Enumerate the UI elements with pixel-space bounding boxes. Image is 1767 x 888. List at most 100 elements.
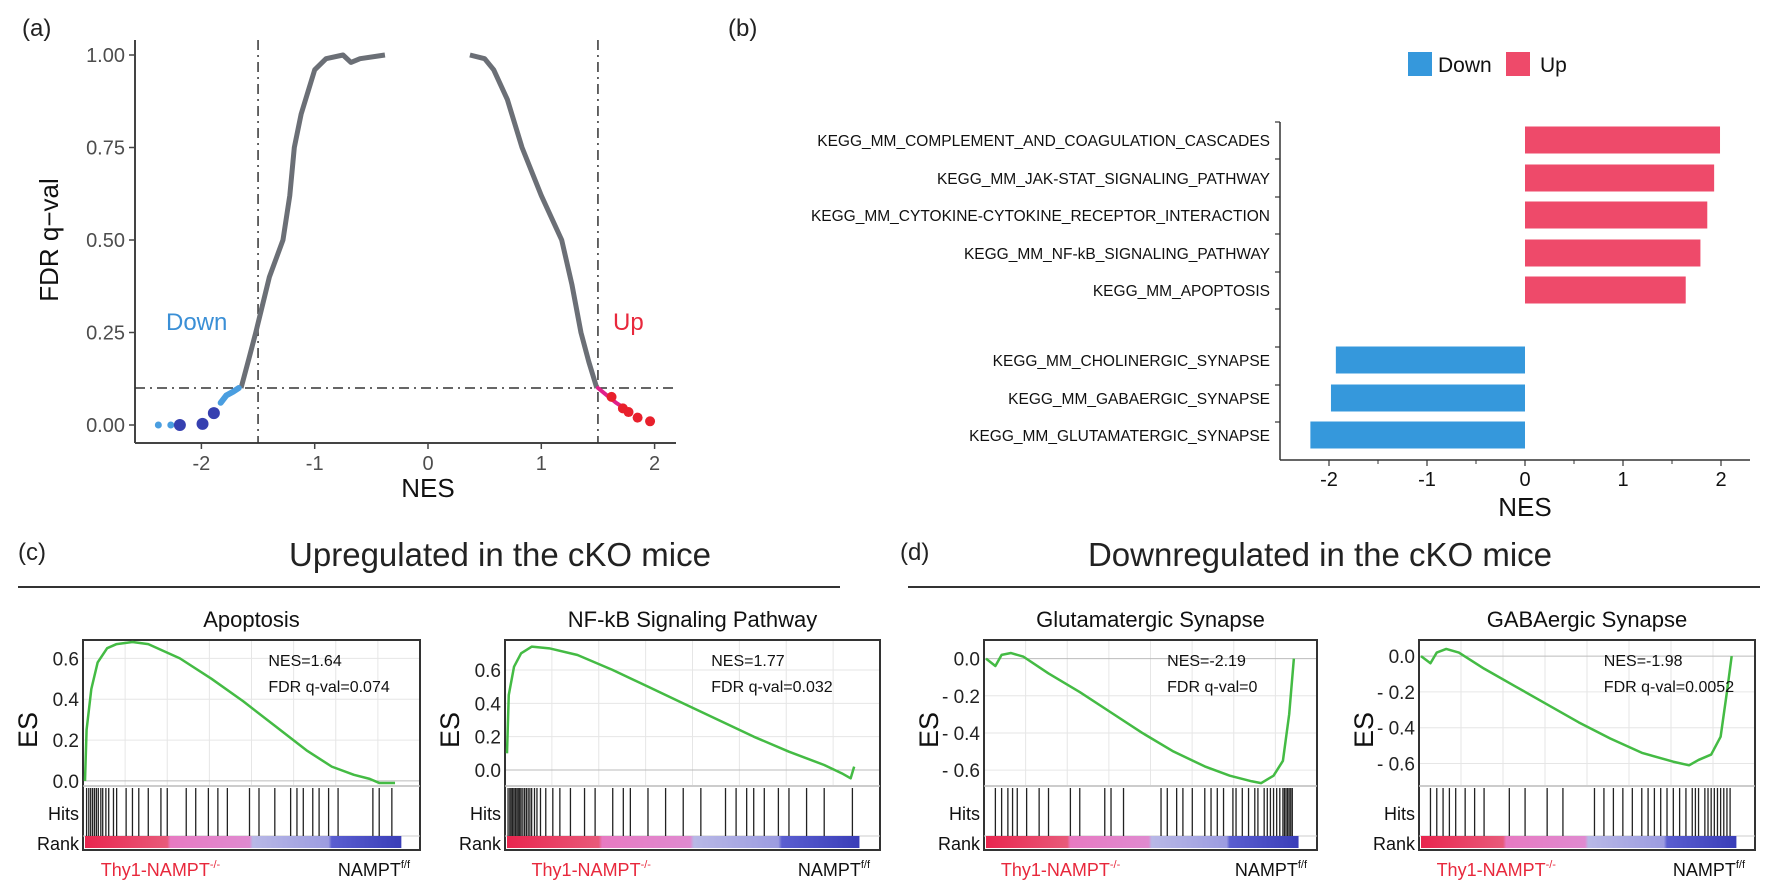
down-point xyxy=(196,417,209,430)
group-label-control-sup: f/f xyxy=(861,859,871,871)
group-label-knockout-text: Thy1-NAMPT xyxy=(1001,860,1110,880)
nes-bar-chart: KEGG_MM_COMPLEMENT_AND_COAGULATION_CASCA… xyxy=(811,52,1750,522)
down-point xyxy=(173,419,186,431)
es-curve xyxy=(505,645,856,780)
group-label-control-sup: f/f xyxy=(1736,859,1746,871)
rank-label: Rank xyxy=(938,834,981,854)
gsea-plot-c2: 0.0 0.2 0.4 0.6 NF-kB Signaling Pathway ES Hit… xyxy=(435,607,881,880)
y-tick-label: 0.6 xyxy=(53,649,79,670)
es-axis-label: ES xyxy=(1349,712,1379,748)
plot-title: NF-kB Signaling Pathway xyxy=(568,607,817,632)
legend-swatch-up xyxy=(1506,52,1530,76)
panel-label-a: (a) xyxy=(22,15,51,42)
y-tick-label: - 0.4 xyxy=(1377,719,1415,740)
plot-title: Glutamatergic Synapse xyxy=(1036,607,1265,632)
es-axis-label: ES xyxy=(914,712,944,748)
legend-label-up: Up xyxy=(1540,54,1567,77)
category-label: KEGG_MM_CYTOKINE-CYTOKINE_RECEPTOR_INTER… xyxy=(811,208,1270,225)
y-tick-label: 0.2 xyxy=(53,731,79,752)
y-tick-label: 1.00 xyxy=(86,45,125,67)
down-point xyxy=(154,421,162,429)
bar xyxy=(1525,239,1701,267)
y-tick-label: - 0.6 xyxy=(1377,755,1415,776)
legend-swatch-down xyxy=(1408,52,1432,76)
up-point xyxy=(606,391,617,402)
category-label: KEGG_MM_APOPTOSIS xyxy=(1093,283,1270,300)
group-label-knockout-sup: -/- xyxy=(210,859,221,871)
es-axis-label: ES xyxy=(13,712,43,748)
hits-label: Hits xyxy=(48,804,79,824)
hits-label: Hits xyxy=(470,804,501,824)
bar xyxy=(1525,126,1721,154)
panel-label-d: (d) xyxy=(900,539,929,566)
plot-frame xyxy=(1418,639,1756,851)
nes-value: NES=-2.19 xyxy=(1167,653,1246,670)
x-axis-title: NES xyxy=(401,473,454,503)
bar xyxy=(1310,421,1525,449)
nes-value: NES=1.77 xyxy=(711,653,784,670)
y-tick-label: 0.0 xyxy=(475,761,501,782)
group-label-control-text: NAMPT xyxy=(1235,860,1298,880)
nes-value: NES=1.64 xyxy=(268,653,341,670)
fdr-value: FDR q-val=0.074 xyxy=(268,679,389,696)
bar xyxy=(1330,384,1525,412)
y-tick-label: 0.25 xyxy=(86,323,125,345)
category-label: KEGG_MM_GLUTAMATERGIC_SYNAPSE xyxy=(969,428,1270,445)
plot-title: GABAergic Synapse xyxy=(1487,607,1688,632)
group-label-control: NAMPTf/f xyxy=(1673,859,1746,880)
y-axis-title: FDR q−val xyxy=(34,178,64,302)
down-annotation: Down xyxy=(166,309,227,336)
volcano-chart: 0.00 0.25 0.50 0.75 1.00 -2 -1 0 1 2 NES FDR q−val D… xyxy=(34,40,676,503)
y-tick-label: 0.0 xyxy=(53,772,79,793)
rank-label: Rank xyxy=(459,834,502,854)
group-label-control: NAMPTf/f xyxy=(798,859,871,880)
x-tick-label: 0 xyxy=(1519,469,1530,491)
down-point xyxy=(207,407,220,420)
bar xyxy=(1335,346,1525,374)
section-title-c: Upregulated in the cKO mice xyxy=(289,536,711,573)
down-significant-line xyxy=(217,385,242,406)
nonsignificant-curve-right xyxy=(469,52,600,389)
up-annotation: Up xyxy=(613,309,644,336)
group-label-control-text: NAMPT xyxy=(798,860,861,880)
rank-label: Rank xyxy=(1373,834,1416,854)
category-label: KEGG_MM_CHOLINERGIC_SYNAPSE xyxy=(993,353,1270,370)
group-label-knockout: Thy1-NAMPT-/- xyxy=(1437,859,1557,880)
group-label-knockout-text: Thy1-NAMPT xyxy=(532,860,641,880)
group-label-knockout-sup: -/- xyxy=(1110,859,1121,871)
y-tick-label: - 0.6 xyxy=(942,761,980,782)
plot-frame xyxy=(983,639,1318,851)
x-tick-label: 2 xyxy=(649,453,660,475)
legend-label-down: Down xyxy=(1438,54,1492,77)
hits-label: Hits xyxy=(949,804,980,824)
group-label-control-sup: f/f xyxy=(401,859,411,871)
x-tick-label: 1 xyxy=(1617,469,1628,491)
gsea-plot-d1: 0.0 - 0.2 - 0.4 - 0.6 Glutamatergic Synapse E… xyxy=(914,607,1318,880)
x-tick-label: 2 xyxy=(1715,469,1726,491)
group-label-knockout-sup: -/- xyxy=(641,859,652,871)
y-tick-label: 0.4 xyxy=(53,690,80,711)
plot-frame xyxy=(504,639,881,851)
nonsignificant-curve-left xyxy=(238,52,386,389)
fdr-value: FDR q-val=0.032 xyxy=(711,679,832,696)
nes-value: NES=-1.98 xyxy=(1604,653,1683,670)
gsea-plots: 0.0 0.2 0.4 0.6 Apoptosis ES Hits Rank NES=1.64 F… xyxy=(13,607,1756,880)
down-point xyxy=(167,421,175,429)
es-curve xyxy=(1420,647,1733,767)
y-tick-label: - 0.2 xyxy=(942,687,980,708)
group-label-knockout-sup: -/- xyxy=(1546,859,1557,871)
group-label-control: NAMPTf/f xyxy=(1235,859,1308,880)
es-curve xyxy=(83,640,396,785)
fdr-value: FDR q-val=0 xyxy=(1167,679,1257,696)
y-tick-label: 0.6 xyxy=(475,661,501,682)
x-axis-title: NES xyxy=(1498,492,1551,522)
category-label: KEGG_MM_COMPLEMENT_AND_COAGULATION_CASCA… xyxy=(817,133,1270,150)
plot-frame xyxy=(82,639,421,851)
panel-label-c: (c) xyxy=(18,539,46,566)
x-tick-label: -2 xyxy=(193,453,211,475)
fdr-value: FDR q-val=0.0052 xyxy=(1604,679,1734,696)
x-tick-label: 0 xyxy=(422,453,433,475)
es-axis-label: ES xyxy=(435,712,465,748)
gsea-plot-c1: 0.0 0.2 0.4 0.6 Apoptosis ES Hits Rank NES=1.64 F… xyxy=(13,607,421,880)
category-label: KEGG_MM_GABAERGIC_SYNAPSE xyxy=(1008,391,1270,408)
